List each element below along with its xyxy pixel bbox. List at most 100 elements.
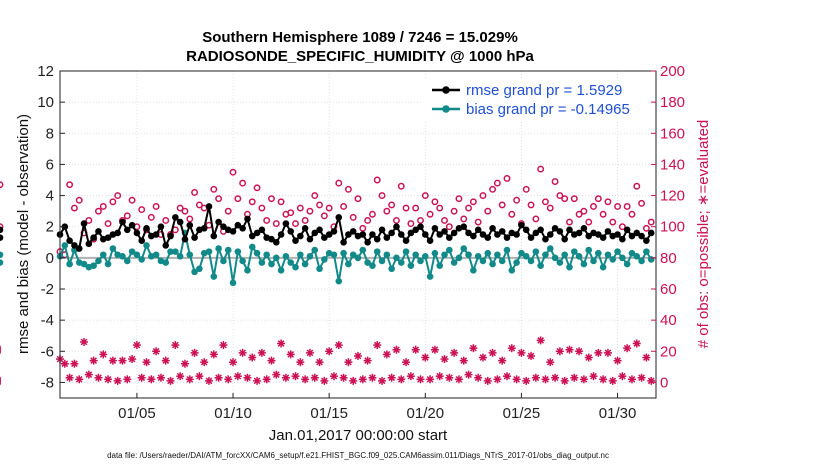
evaluated-obs-point: [469, 344, 478, 353]
possible-obs-point: [0, 181, 4, 189]
rmse-point: [220, 223, 227, 231]
possible-obs-point: [614, 203, 621, 210]
evaluated-obs-point: [541, 375, 550, 384]
rmse-point: [407, 229, 415, 237]
possible-obs-point: [287, 209, 295, 217]
plot-frame: [59, 70, 657, 399]
rmse-point: [494, 231, 501, 238]
evaluated-obs-point: [156, 373, 165, 382]
evaluated-obs-point: [387, 373, 396, 382]
evaluated-obs-point: [608, 376, 617, 385]
rmse-point: [244, 215, 251, 223]
evaluated-obs-point: [546, 358, 555, 367]
rmse-point: [364, 238, 371, 246]
evaluated-obs-point: [522, 376, 531, 385]
evaluated-obs-point: [128, 355, 137, 364]
bias-point: [647, 256, 655, 263]
bias-point: [446, 246, 453, 254]
evaluated-obs-point: [142, 358, 151, 367]
evaluated-obs-point: [257, 348, 266, 357]
possible-obs-point: [234, 195, 242, 203]
bias-point: [460, 245, 468, 252]
possible-obs-point: [378, 192, 386, 200]
possible-obs-point: [99, 203, 107, 210]
possible-obs-point: [561, 195, 569, 203]
rmse-point: [527, 234, 535, 241]
evaluated-obs-point: [354, 351, 362, 360]
rmse-point: [580, 224, 588, 232]
evaluated-obs-point: [349, 376, 358, 385]
rmse-point: [128, 221, 136, 229]
x-tick-label: 01/20: [407, 405, 445, 422]
rmse-point: [575, 229, 583, 237]
possible-obs-point: [431, 198, 439, 206]
rmse-point: [369, 231, 376, 238]
y-tick-right-label: 80: [660, 250, 677, 267]
bias-point: [542, 251, 549, 259]
bias-point: [503, 246, 511, 254]
evaluated-obs-point: [493, 375, 502, 384]
legend-bias-marker: [442, 105, 450, 113]
possible-obs-point: [623, 203, 631, 210]
series-rmse: [0, 203, 655, 252]
evaluated-obs-point: [397, 375, 406, 384]
evaluated-obs-point: [579, 375, 588, 384]
evaluated-obs-point: [483, 376, 492, 385]
bias-point: [556, 259, 564, 266]
rmse-point: [556, 228, 564, 235]
rmse-point: [513, 231, 520, 238]
rmse-point: [123, 226, 131, 234]
rmse-point: [119, 218, 126, 226]
bias-point: [95, 257, 102, 265]
evaluated-obs-point: [334, 341, 343, 350]
rmse-point: [172, 214, 179, 221]
y-tick-left-label: 10: [37, 94, 54, 111]
bias-point: [489, 260, 496, 268]
possible-obs-point: [359, 224, 367, 232]
possible-obs-point: [522, 185, 530, 193]
bias-point: [474, 252, 482, 260]
bias-point: [580, 260, 588, 268]
possible-obs-point: [570, 195, 578, 203]
evaluated-obs-point: [642, 353, 651, 362]
evaluated-obs-point: [373, 341, 382, 350]
bias-point: [253, 249, 261, 257]
bias-point: [244, 267, 251, 274]
evaluated-obs-point: [161, 356, 170, 365]
evaluated-obs-point: [205, 376, 213, 385]
evaluated-obs-point: [229, 358, 238, 367]
possible-obs-point: [239, 179, 247, 187]
possible-obs-point: [147, 213, 155, 221]
possible-obs-point: [407, 220, 415, 228]
evaluated-obs-point: [281, 373, 290, 382]
y-tick-right-label: 160: [660, 125, 685, 142]
y-axis-right: 0 20 40 60 80 100 120 140 160 180 200: [651, 63, 685, 391]
possible-obs-point: [176, 204, 184, 212]
bias-point: [575, 252, 583, 260]
bias-point: [90, 262, 97, 269]
possible-obs-point: [123, 212, 131, 220]
evaluated-obs-point: [464, 370, 473, 379]
possible-obs-point: [253, 184, 261, 192]
evaluated-obs-point: [382, 350, 391, 359]
evaluated-obs-point: [531, 373, 540, 382]
evaluated-obs-point: [613, 356, 622, 365]
evaluated-obs-point: [214, 373, 223, 382]
bias-point: [455, 254, 463, 262]
bias-point: [306, 252, 314, 260]
bias-point: [633, 252, 641, 260]
evaluated-obs-point: [517, 348, 526, 357]
evaluated-obs-point: [185, 375, 194, 384]
possible-obs-point: [66, 181, 74, 189]
rmse-point: [393, 223, 400, 231]
evaluated-obs-point: [301, 375, 310, 384]
evaluated-obs-point: [632, 339, 641, 348]
possible-obs-point: [272, 220, 280, 228]
evaluated-obs-point: [474, 373, 483, 382]
bias-point: [383, 251, 391, 259]
evaluated-obs-point: [80, 337, 89, 346]
possible-obs-point: [421, 192, 429, 200]
rmse-point: [215, 218, 222, 226]
bias-point: [431, 249, 439, 257]
